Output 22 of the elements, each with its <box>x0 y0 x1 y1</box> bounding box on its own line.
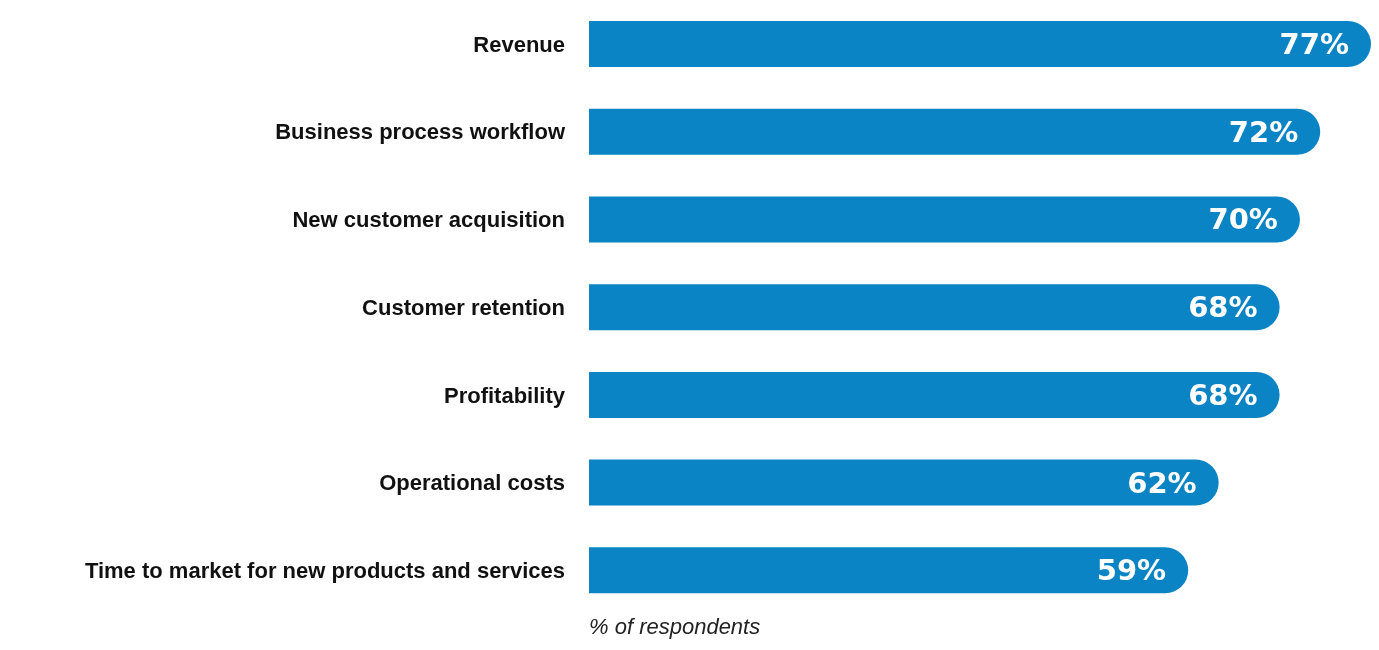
data-label: 62% <box>1127 465 1197 500</box>
y-tick-label: New customer acquisition <box>292 207 565 233</box>
data-label: 70% <box>1208 202 1278 237</box>
data-label: 72% <box>1228 114 1299 149</box>
data-label: 59% <box>1096 553 1167 588</box>
y-tick-label: Customer retention <box>362 294 565 320</box>
x-axis-title: % of respondents <box>589 614 762 640</box>
bar <box>589 284 1280 331</box>
y-tick-label: Revenue <box>473 31 565 57</box>
bar <box>589 108 1321 155</box>
y-tick-label: Time to market for new products and services <box>84 557 565 583</box>
y-tick-label: Profitability <box>443 382 566 408</box>
bar <box>589 459 1219 506</box>
bar <box>589 547 1189 594</box>
bar <box>589 196 1300 243</box>
data-label: 68% <box>1188 377 1258 412</box>
y-tick-label: Operational costs <box>379 470 565 496</box>
data-label: 68% <box>1188 290 1258 325</box>
bar <box>589 21 1371 68</box>
y-tick-label: Business process workflow <box>275 119 566 145</box>
data-label: 77% <box>1279 27 1349 62</box>
bar <box>589 371 1280 418</box>
